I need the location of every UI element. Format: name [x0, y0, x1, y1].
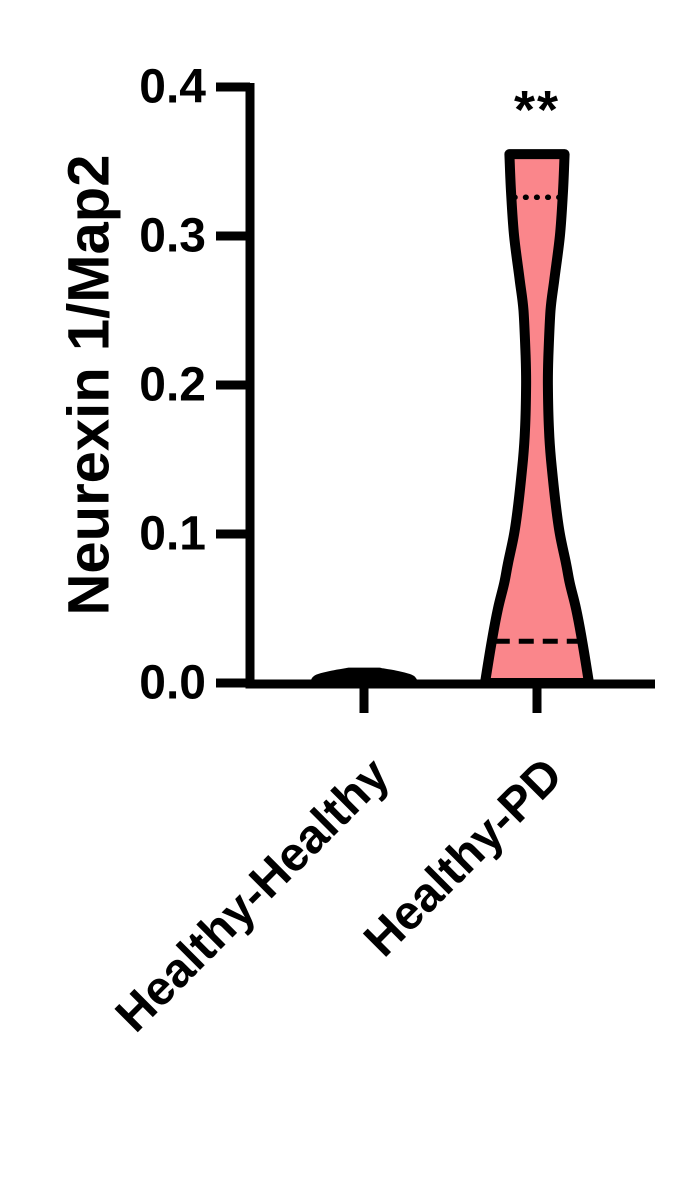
y-tick-label: 0.1 — [139, 508, 206, 561]
y-tick-label: 0.0 — [139, 657, 206, 710]
y-axis-title: Neurexin 1/Map2 — [57, 155, 122, 616]
violin-healthy-healthy — [310, 667, 418, 688]
y-tick-label: 0.4 — [139, 61, 206, 114]
y-tick-label: 0.2 — [139, 359, 206, 412]
x-category-label-healthy-healthy: Healthy-Healthy — [106, 748, 400, 1042]
y-tick-label: 0.3 — [139, 210, 206, 263]
violin-healthy-pd — [480, 149, 594, 688]
significance-marker: ** — [514, 80, 560, 140]
